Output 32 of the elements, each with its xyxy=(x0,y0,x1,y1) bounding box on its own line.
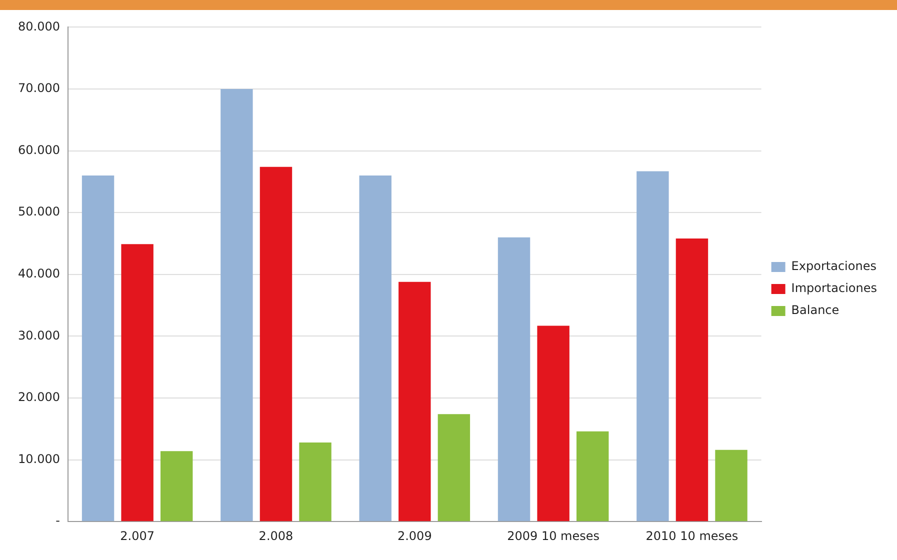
legend-label: Balance xyxy=(791,303,840,318)
x-tick-label: 2009 10 meses xyxy=(507,528,600,543)
y-tick-label: 20.000 xyxy=(18,390,60,404)
bar xyxy=(438,414,470,522)
legend-label: Exportaciones xyxy=(791,259,876,274)
bar xyxy=(676,238,708,522)
bar xyxy=(636,171,669,522)
x-tick-label: 2.009 xyxy=(397,528,432,543)
bar xyxy=(260,166,292,522)
y-tick-label: 50.000 xyxy=(18,204,60,219)
y-tick-label: 70.000 xyxy=(18,81,60,96)
y-tick-label: 60.000 xyxy=(18,142,60,157)
y-tick-label: 40.000 xyxy=(18,266,60,281)
bar xyxy=(359,176,392,522)
bar xyxy=(82,176,114,522)
bar xyxy=(398,282,431,522)
x-tick-label: 2010 10 meses xyxy=(646,528,738,543)
bar xyxy=(220,89,253,522)
y-tick-label: 80.000 xyxy=(18,19,60,34)
bar xyxy=(576,431,609,522)
bar xyxy=(121,244,154,522)
y-tick-label: 10.000 xyxy=(18,452,60,466)
x-tick-label: 2.007 xyxy=(120,528,154,543)
y-tick-label: 30.000 xyxy=(18,328,60,342)
bar xyxy=(498,237,530,522)
x-tick-label: 2.008 xyxy=(258,528,294,543)
bar xyxy=(715,450,748,522)
bar xyxy=(299,442,332,522)
bar xyxy=(537,326,570,522)
bar xyxy=(160,451,193,522)
legend-label: Importaciones xyxy=(791,281,878,296)
y-tick-label: - xyxy=(56,514,60,528)
